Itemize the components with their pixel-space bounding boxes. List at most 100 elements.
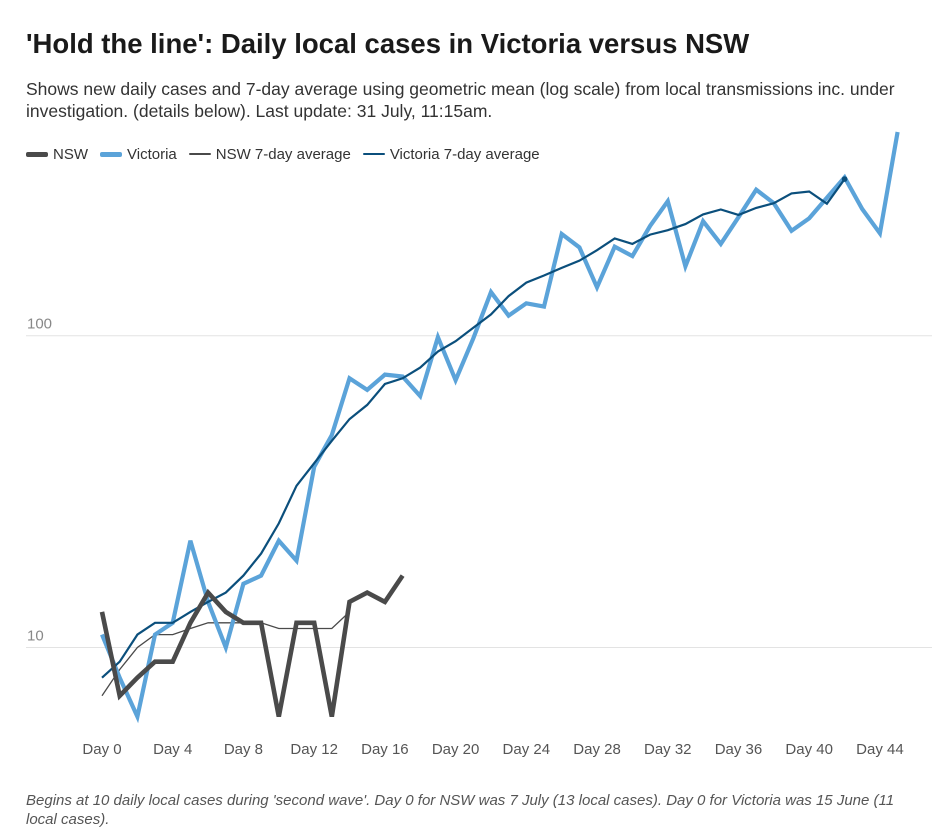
point-victoria-avg-day-13[interactable] xyxy=(329,438,335,444)
point-nsw-day-12[interactable] xyxy=(311,620,317,626)
point-nsw-avg-day-10[interactable] xyxy=(276,626,282,632)
legend-item-victoria-avg[interactable]: Victoria 7-day average xyxy=(362,146,540,163)
point-victoria-avg-day-11[interactable] xyxy=(294,483,300,489)
point-victoria-avg-day-0[interactable] xyxy=(99,675,105,681)
point-victoria-avg-day-8[interactable] xyxy=(240,573,246,579)
point-victoria-avg-day-20[interactable] xyxy=(453,338,459,344)
point-victoria-avg-day-9[interactable] xyxy=(258,551,264,557)
point-victoria-day-23[interactable] xyxy=(506,313,512,319)
point-victoria-avg-day-19[interactable] xyxy=(435,349,441,355)
point-victoria-avg-day-26[interactable] xyxy=(559,265,565,271)
point-victoria-day-5[interactable] xyxy=(187,538,193,544)
point-victoria-day-7[interactable] xyxy=(223,645,229,651)
point-victoria-avg-day-23[interactable] xyxy=(506,293,512,299)
point-nsw-day-10[interactable] xyxy=(276,714,282,720)
point-victoria-day-29[interactable] xyxy=(612,244,618,250)
point-nsw-day-11[interactable] xyxy=(294,620,300,626)
point-victoria-avg-day-32[interactable] xyxy=(665,227,671,233)
point-victoria-avg-day-24[interactable] xyxy=(523,280,529,286)
point-nsw-day-1[interactable] xyxy=(117,693,123,699)
point-nsw-day-3[interactable] xyxy=(152,659,158,665)
point-nsw-avg-day-7[interactable] xyxy=(223,620,229,626)
point-victoria-day-44[interactable] xyxy=(877,230,883,236)
point-victoria-avg-day-10[interactable] xyxy=(276,520,282,526)
point-victoria-avg-day-18[interactable] xyxy=(417,365,423,371)
point-victoria-avg-day-27[interactable] xyxy=(576,258,582,264)
point-nsw-day-8[interactable] xyxy=(240,620,246,626)
point-victoria-avg-day-17[interactable] xyxy=(400,375,406,381)
point-victoria-day-31[interactable] xyxy=(647,223,653,229)
point-victoria-avg-day-14[interactable] xyxy=(347,416,353,422)
point-victoria-avg-day-12[interactable] xyxy=(311,460,317,466)
point-victoria-day-45[interactable] xyxy=(895,129,901,135)
point-victoria-day-35[interactable] xyxy=(718,241,724,247)
point-victoria-avg-day-3[interactable] xyxy=(152,620,158,626)
point-victoria-day-9[interactable] xyxy=(258,573,264,579)
point-victoria-day-8[interactable] xyxy=(240,581,246,587)
point-nsw-day-2[interactable] xyxy=(134,675,140,681)
point-victoria-day-39[interactable] xyxy=(789,228,795,234)
point-victoria-day-10[interactable] xyxy=(276,538,282,544)
point-victoria-day-19[interactable] xyxy=(435,334,441,340)
point-victoria-avg-day-2[interactable] xyxy=(134,632,140,638)
point-nsw-day-0[interactable] xyxy=(99,609,105,615)
point-nsw-day-7[interactable] xyxy=(223,609,229,615)
point-victoria-day-16[interactable] xyxy=(382,372,388,378)
point-victoria-day-32[interactable] xyxy=(665,198,671,204)
point-nsw-day-13[interactable] xyxy=(329,714,335,720)
point-nsw-avg-day-2[interactable] xyxy=(134,645,140,651)
point-victoria-avg-day-4[interactable] xyxy=(170,620,176,626)
point-victoria-day-26[interactable] xyxy=(559,231,565,237)
legend-item-victoria[interactable]: Victoria xyxy=(100,146,177,163)
point-victoria-avg-day-36[interactable] xyxy=(736,212,742,218)
point-victoria-day-30[interactable] xyxy=(629,253,635,259)
point-nsw-day-14[interactable] xyxy=(347,599,353,605)
point-nsw-day-4[interactable] xyxy=(170,659,176,665)
point-victoria-day-40[interactable] xyxy=(806,215,812,221)
series-line-nsw-avg[interactable] xyxy=(101,611,350,697)
point-nsw-day-6[interactable] xyxy=(205,590,211,596)
point-victoria-avg-day-22[interactable] xyxy=(488,311,494,317)
point-victoria-day-15[interactable] xyxy=(364,387,370,393)
point-victoria-day-28[interactable] xyxy=(594,284,600,290)
point-victoria-avg-day-35[interactable] xyxy=(718,207,724,213)
point-victoria-day-22[interactable] xyxy=(488,289,494,295)
point-nsw-avg-day-0[interactable] xyxy=(99,693,105,699)
point-victoria-avg-day-38[interactable] xyxy=(771,200,777,206)
point-victoria-day-24[interactable] xyxy=(523,300,529,306)
point-victoria-day-34[interactable] xyxy=(700,218,706,224)
point-victoria-avg-day-41[interactable] xyxy=(824,201,830,207)
point-nsw-day-9[interactable] xyxy=(258,620,264,626)
point-victoria-day-27[interactable] xyxy=(576,244,582,250)
series-line-nsw[interactable] xyxy=(99,574,405,718)
point-nsw-avg-day-6[interactable] xyxy=(205,620,211,626)
point-nsw-avg-day-13[interactable] xyxy=(329,626,335,632)
point-victoria-avg-day-28[interactable] xyxy=(594,247,600,253)
point-nsw-day-17[interactable] xyxy=(400,573,406,579)
point-victoria-avg-day-5[interactable] xyxy=(187,609,193,615)
point-victoria-avg-day-37[interactable] xyxy=(753,205,759,211)
point-victoria-avg-day-30[interactable] xyxy=(629,241,635,247)
point-victoria-day-3[interactable] xyxy=(152,632,158,638)
point-victoria-avg-day-15[interactable] xyxy=(364,402,370,408)
point-victoria-day-14[interactable] xyxy=(347,375,353,381)
point-victoria-avg-day-39[interactable] xyxy=(789,190,795,196)
legend-item-nsw-avg[interactable]: NSW 7-day average xyxy=(188,146,351,163)
point-victoria-day-18[interactable] xyxy=(417,393,423,399)
point-victoria-avg-day-25[interactable] xyxy=(541,273,547,279)
point-victoria-day-20[interactable] xyxy=(453,377,459,383)
point-victoria-avg-day-33[interactable] xyxy=(682,221,688,227)
series-line-victoria[interactable] xyxy=(100,131,900,724)
point-victoria-avg-day-31[interactable] xyxy=(647,232,653,238)
point-nsw-day-5[interactable] xyxy=(187,620,193,626)
point-victoria-day-11[interactable] xyxy=(294,558,300,564)
point-victoria-day-2[interactable] xyxy=(134,714,140,720)
point-victoria-avg-day-34[interactable] xyxy=(700,211,706,217)
point-victoria-day-37[interactable] xyxy=(753,187,759,193)
point-nsw-day-15[interactable] xyxy=(364,590,370,596)
series-line-victoria-avg[interactable] xyxy=(101,178,846,679)
point-victoria-avg-day-7[interactable] xyxy=(223,590,229,596)
point-victoria-avg-day-40[interactable] xyxy=(806,189,812,195)
point-victoria-avg-day-29[interactable] xyxy=(612,236,618,242)
point-victoria-day-25[interactable] xyxy=(541,304,547,310)
